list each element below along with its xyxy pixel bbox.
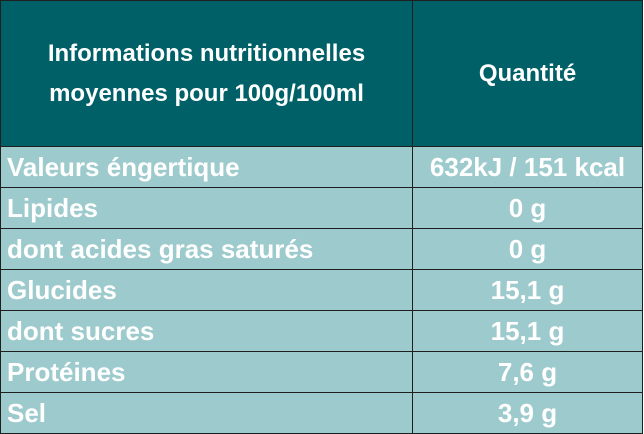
row-label-sugars: dont sucres	[0, 310, 413, 352]
table-row: dont sucres 15,1 g	[0, 310, 643, 352]
row-value-protein: 7,6 g	[412, 351, 643, 393]
table-row: dont acides gras saturés 0 g	[0, 228, 643, 270]
row-value-energy: 632kJ / 151 kcal	[412, 146, 643, 188]
table-row: Sel 3,9 g	[0, 392, 643, 434]
row-label-protein: Protéines	[0, 351, 413, 393]
row-label-energy: Valeurs éngertique	[0, 146, 413, 188]
row-label-salt: Sel	[0, 392, 413, 434]
row-value-saturated-fat: 0 g	[412, 228, 643, 270]
header-label-column: Informations nutritionnelles moyennes po…	[0, 0, 413, 147]
header-row: Informations nutritionnelles moyennes po…	[0, 0, 643, 147]
table-row: Valeurs éngertique 632kJ / 151 kcal	[0, 146, 643, 188]
row-value-carbohydrates: 15,1 g	[412, 269, 643, 311]
row-label-carbohydrates: Glucides	[0, 269, 413, 311]
table-row: Glucides 15,1 g	[0, 269, 643, 311]
row-value-sugars: 15,1 g	[412, 310, 643, 352]
row-value-salt: 3,9 g	[412, 392, 643, 434]
table-row: Protéines 7,6 g	[0, 351, 643, 393]
table-row: Lipides 0 g	[0, 187, 643, 229]
row-value-lipids: 0 g	[412, 187, 643, 229]
header-quantity-column: Quantité	[412, 0, 643, 147]
row-label-saturated-fat: dont acides gras saturés	[0, 228, 413, 270]
row-label-lipids: Lipides	[0, 187, 413, 229]
